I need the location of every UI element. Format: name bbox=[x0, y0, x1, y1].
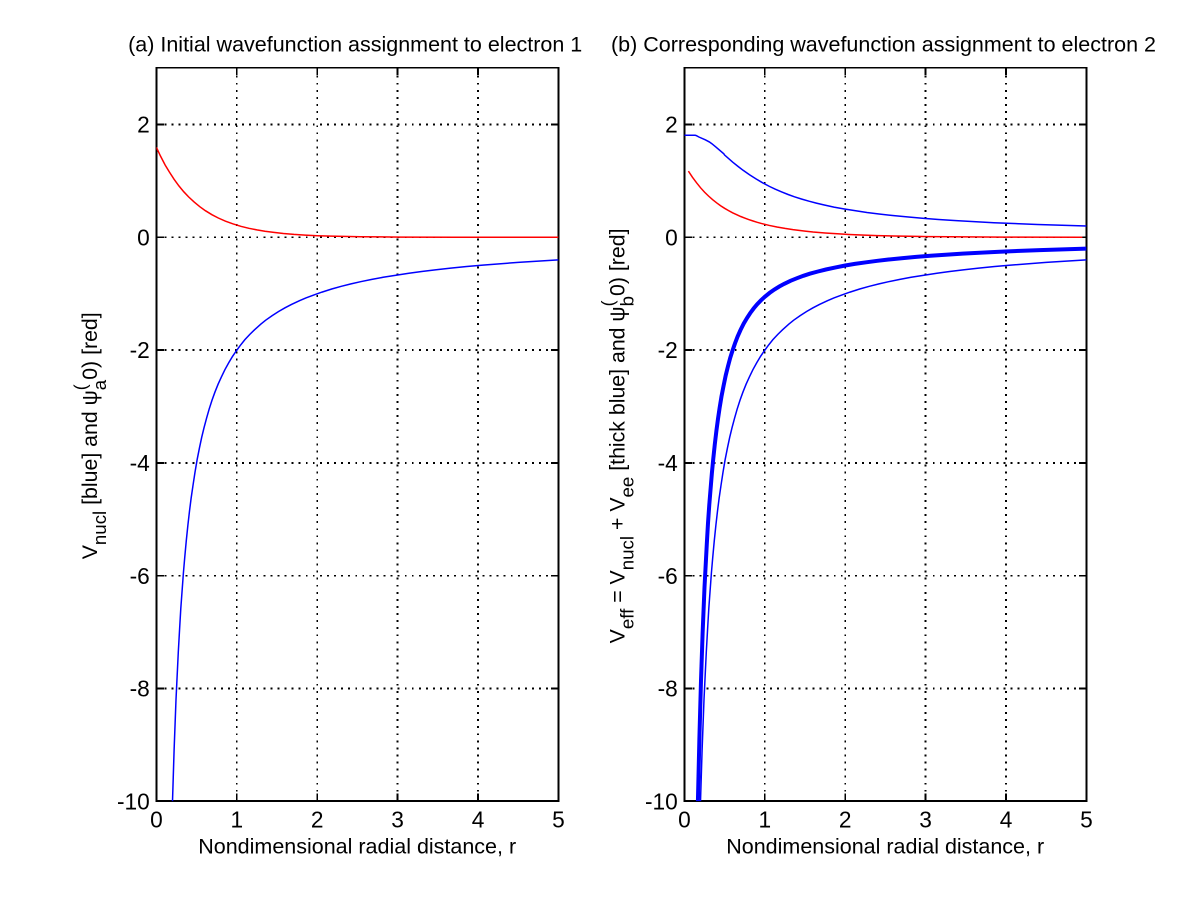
svg-text:0: 0 bbox=[137, 224, 150, 250]
svg-text:-8: -8 bbox=[658, 676, 678, 702]
svg-text:-6: -6 bbox=[658, 563, 678, 589]
svg-text:3: 3 bbox=[391, 806, 404, 832]
svg-text:-6: -6 bbox=[130, 563, 150, 589]
svg-text:2: 2 bbox=[137, 112, 150, 138]
svg-text:-8: -8 bbox=[130, 676, 150, 702]
svg-text:0: 0 bbox=[150, 806, 163, 832]
svg-text:2: 2 bbox=[311, 806, 324, 832]
svg-text:-10: -10 bbox=[645, 788, 678, 814]
svg-text:-4: -4 bbox=[130, 450, 150, 476]
svg-text:(b) Corresponding wavefunction: (b) Corresponding wavefunction assignmen… bbox=[611, 33, 1156, 57]
svg-text:2: 2 bbox=[665, 112, 678, 138]
svg-text:-4: -4 bbox=[658, 450, 678, 476]
svg-text:4: 4 bbox=[1000, 806, 1013, 832]
svg-text:Nondimensional radial distance: Nondimensional radial distance, r bbox=[198, 835, 516, 859]
svg-text:1: 1 bbox=[230, 806, 243, 832]
svg-text:-10: -10 bbox=[117, 788, 150, 814]
svg-text:0: 0 bbox=[678, 806, 691, 832]
svg-text:-2: -2 bbox=[130, 337, 150, 363]
svg-text:(a) Initial wavefunction assig: (a) Initial wavefunction assignment to e… bbox=[128, 33, 582, 57]
svg-text:0: 0 bbox=[665, 224, 678, 250]
svg-text:5: 5 bbox=[552, 806, 565, 832]
svg-text:1: 1 bbox=[758, 806, 771, 832]
svg-text:2: 2 bbox=[839, 806, 852, 832]
svg-text:5: 5 bbox=[1080, 806, 1093, 832]
svg-text:-2: -2 bbox=[658, 337, 678, 363]
svg-text:Nondimensional radial distance: Nondimensional radial distance, r bbox=[726, 835, 1044, 859]
svg-text:4: 4 bbox=[472, 806, 485, 832]
svg-text:3: 3 bbox=[919, 806, 932, 832]
